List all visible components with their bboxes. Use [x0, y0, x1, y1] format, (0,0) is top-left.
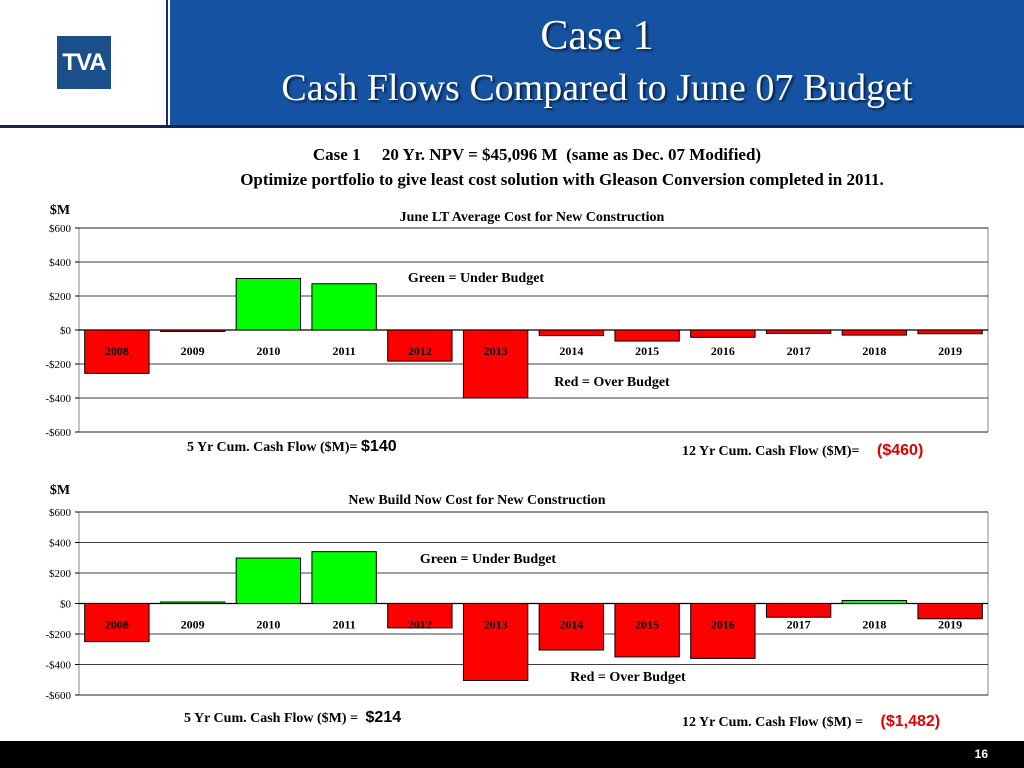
- bar-2017: [765, 329, 832, 334]
- x-tick-label: 2012: [408, 344, 432, 358]
- bar-2011: [311, 283, 377, 331]
- x-tick-label: 2016: [711, 618, 735, 632]
- y-tick-label: -$200: [45, 359, 71, 371]
- bar-2008: [84, 329, 150, 374]
- y-tick-label: -$200: [45, 629, 71, 641]
- x-tick-label: 2008: [105, 344, 129, 358]
- bar-2014: [538, 603, 605, 651]
- bar-2015: [614, 329, 680, 342]
- twelve-yr-summary-1: 12 Yr Cum. Cash Flow ($M)= ($460): [682, 442, 923, 460]
- y-tick-label: -$600: [45, 690, 71, 702]
- tva-logo: TVA: [57, 36, 111, 89]
- y-tick-label: $600: [49, 223, 72, 235]
- y-tick-label: $400: [49, 257, 72, 269]
- bar-2016: [690, 329, 756, 338]
- chart-june-lt-average: $600 $400 $200 $0 -$200 -$400 -$600 $M June LT A…: [45, 203, 989, 439]
- x-tick-label: 2009: [181, 344, 205, 358]
- x-tick-label: 2014: [559, 618, 583, 632]
- x-tick-label: 2017: [787, 618, 811, 632]
- bar-2019: [917, 603, 983, 620]
- y-axis-label: $M: [50, 483, 70, 498]
- bar-2008: [84, 603, 150, 643]
- bar-2010: [235, 277, 302, 331]
- y-axis-label: $M: [50, 203, 70, 218]
- x-tick-label: 2011: [332, 344, 355, 358]
- x-tick-label: 2019: [938, 618, 962, 632]
- y-tick-label: -$400: [45, 660, 71, 672]
- bar-2012: [387, 329, 453, 362]
- y-tick-label: $0: [60, 599, 72, 611]
- bar-2011: [311, 551, 377, 604]
- footer-bar: 16: [0, 741, 1024, 768]
- bar-2017: [765, 603, 832, 618]
- case-npv-line: Case 1 20 Yr. NPV = $45,096 M (same as D…: [312, 145, 762, 164]
- header-divider: [0, 125, 1024, 128]
- y-tick-label: $400: [49, 538, 72, 550]
- x-tick-label: 2014: [559, 344, 583, 358]
- case-description: Optimize portfolio to give least cost so…: [240, 170, 884, 189]
- bar-2010: [235, 557, 302, 604]
- x-tick-label: 2018: [862, 344, 886, 358]
- bar-2013: [462, 329, 529, 399]
- x-tick-label: 2015: [635, 618, 659, 632]
- x-tick-label: 2017: [787, 344, 811, 358]
- y-tick-label: -$600: [45, 427, 71, 439]
- twelve-yr-value-2: ($1,482): [880, 713, 941, 730]
- annotation-under-budget: Green = Under Budget: [408, 271, 545, 286]
- x-tick-label: 2010: [256, 344, 280, 358]
- twelve-yr-label-2: 12 Yr Cum. Cash Flow ($M) =: [682, 715, 864, 730]
- five-yr-value-1: $140: [361, 438, 397, 455]
- title-banner: Case 1 Cash Flows Compared to June 07 Bu…: [170, 0, 1024, 125]
- twelve-yr-summary-2: 12 Yr Cum. Cash Flow ($M) = ($1,482): [682, 713, 940, 731]
- chart-title: New Build Now Cost for New Construction: [348, 493, 605, 508]
- chart-new-build-now: $600 $400 $200 $0 -$200 -$400 -$600 $M New Build…: [45, 483, 989, 702]
- x-tick-label: 2013: [484, 618, 508, 632]
- bar-2018: [841, 329, 908, 336]
- x-tick-label: 2019: [938, 344, 962, 358]
- annotation-under-budget: Green = Under Budget: [420, 552, 557, 567]
- five-yr-value-2: $214: [365, 709, 402, 726]
- y-tick-label: $600: [49, 507, 72, 519]
- x-tick-label: 2010: [256, 618, 280, 632]
- logo-panel: TVA: [0, 0, 168, 125]
- y-tick-label: $0: [60, 325, 72, 337]
- bar-2013: [462, 603, 529, 682]
- five-yr-label-2: 5 Yr Cum. Cash Flow ($M) =: [184, 711, 359, 726]
- x-tick-label: 2016: [711, 344, 735, 358]
- bar-2019: [917, 329, 983, 335]
- x-tick-label: 2009: [181, 618, 205, 632]
- annotation-over-budget: Red = Over Budget: [570, 670, 686, 685]
- bar-2014: [538, 329, 605, 337]
- bar-2009: [159, 329, 226, 332]
- y-tick-label: -$400: [45, 393, 71, 405]
- x-tick-label: 2011: [332, 618, 355, 632]
- x-tick-label: 2008: [105, 618, 129, 632]
- x-tick-label: 2013: [484, 344, 508, 358]
- x-tick-label: 2018: [862, 618, 886, 632]
- page-number: 16: [974, 747, 988, 761]
- twelve-yr-value-1: ($460): [877, 442, 924, 459]
- y-tick-label: $200: [49, 568, 72, 580]
- slide-subtitle: Cash Flows Compared to June 07 Budget: [281, 67, 913, 109]
- chart-title: June LT Average Cost for New Constructio…: [400, 210, 665, 225]
- annotation-over-budget: Red = Over Budget: [554, 375, 670, 390]
- x-tick-label: 2012: [408, 618, 432, 632]
- bar-2016: [690, 603, 756, 659]
- x-tick-label: 2015: [635, 344, 659, 358]
- slide-title: Case 1: [540, 13, 654, 59]
- bar-2012: [387, 603, 453, 629]
- five-yr-summary-2: 5 Yr Cum. Cash Flow ($M) = $214: [184, 709, 401, 727]
- bar-2015: [614, 603, 680, 658]
- five-yr-label-1: 5 Yr Cum. Cash Flow ($M)=: [187, 440, 358, 455]
- five-yr-summary-1: 5 Yr Cum. Cash Flow ($M)= $140: [187, 438, 397, 456]
- bar-2018: [841, 599, 908, 604]
- bar-2009: [159, 601, 226, 604]
- twelve-yr-label-1: 12 Yr Cum. Cash Flow ($M)=: [682, 444, 860, 459]
- y-tick-label: $200: [49, 291, 72, 303]
